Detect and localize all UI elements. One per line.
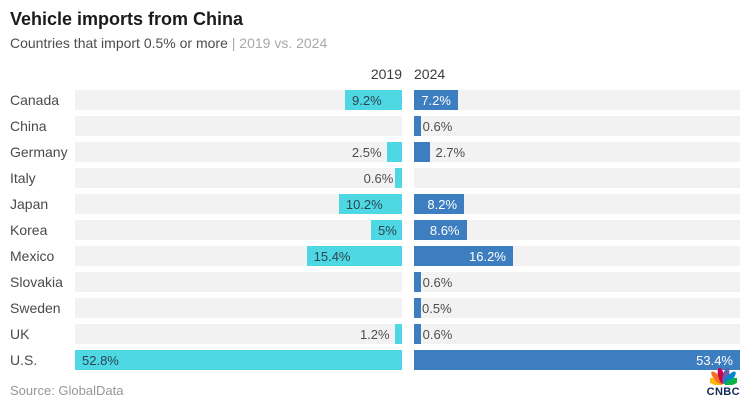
bar-2024[interactable]: 8.2% <box>414 194 465 214</box>
country-label: Mexico <box>10 248 55 264</box>
track-2019: 15.4% <box>75 246 402 266</box>
bar-2024[interactable] <box>414 324 421 344</box>
chart-footer: Source: GlobalData CNBC <box>10 367 740 398</box>
bar-2024[interactable]: 53.4% <box>414 350 740 370</box>
track-2019: 2.5% <box>75 142 402 162</box>
page-title: Vehicle imports from China <box>10 9 244 29</box>
value-label-2019: 15.4% <box>313 248 351 264</box>
track-2024 <box>414 168 740 188</box>
country-label: Japan <box>10 196 49 212</box>
track-2019: 5% <box>75 220 402 240</box>
country-label: Korea <box>10 222 48 238</box>
bar-2019[interactable]: 5% <box>371 220 402 240</box>
track-2019: 10.2% <box>75 194 402 214</box>
track-2024: 0.6% <box>414 324 740 344</box>
value-label-2024: 0.5% <box>422 300 452 316</box>
track-2024: 7.2% <box>414 90 740 110</box>
value-label-2019: 9.2% <box>352 92 382 108</box>
track-2019 <box>75 298 402 318</box>
cnbc-wordmark: CNBC <box>706 386 740 398</box>
bar-2019[interactable] <box>386 142 402 162</box>
bar-2019[interactable] <box>394 324 402 344</box>
track-2019: 0.6% <box>75 168 402 188</box>
value-label-2024: 8.6% <box>429 222 460 238</box>
header-2019: 2019 <box>370 66 402 82</box>
track-2024: 2.7% <box>414 142 740 162</box>
track-2024: 16.2% <box>414 246 740 266</box>
track-2019: 9.2% <box>75 90 402 110</box>
value-label-2019: 5% <box>378 222 397 238</box>
value-label-2024: 0.6% <box>422 326 453 342</box>
page-subtitle: Countries that import 0.5% or more | 201… <box>10 35 740 51</box>
track-2019: 1.2% <box>75 324 402 344</box>
chart-row: China 0.6% <box>10 116 740 136</box>
value-label-2024: 7.2% <box>421 92 451 108</box>
bar-2024[interactable]: 16.2% <box>414 246 513 266</box>
chart-row: UK 1.2% 0.6% <box>10 324 740 344</box>
track-2024: 0.6% <box>414 116 740 136</box>
chart-row: Canada 9.2% 7.2% <box>10 90 740 110</box>
track-2024: 0.5% <box>414 298 740 318</box>
bar-2024[interactable]: 7.2% <box>414 90 458 110</box>
bar-2019[interactable] <box>395 168 402 188</box>
bar-2019[interactable]: 10.2% <box>338 194 402 214</box>
chart-row: Japan 10.2% 8.2% <box>10 194 740 214</box>
bar-2019[interactable]: 52.8% <box>75 350 402 370</box>
value-label-2024: 0.6% <box>422 274 453 290</box>
source-credit: Source: GlobalData <box>10 383 124 398</box>
chart-row: Italy 0.6% <box>10 168 740 188</box>
value-label-2024: 0.6% <box>422 118 453 134</box>
track-2024: 53.4% <box>414 350 740 370</box>
header-2024: 2024 <box>414 66 446 82</box>
track-2024: 0.6% <box>414 272 740 292</box>
bar-2024[interactable] <box>414 298 421 318</box>
value-label-2019: 1.2% <box>359 326 390 342</box>
value-label-2019: 0.6% <box>363 170 394 186</box>
chart-row: Sweden 0.5% <box>10 298 740 318</box>
chart-row: Slovakia 0.6% <box>10 272 740 292</box>
track-2024: 8.6% <box>414 220 740 240</box>
chart-row: Germany 2.5% 2.7% <box>10 142 740 162</box>
country-label: Sweden <box>10 300 61 316</box>
country-label: U.S. <box>10 352 38 368</box>
peacock-icon <box>709 367 737 385</box>
track-2024: 8.2% <box>414 194 740 214</box>
bar-2019[interactable]: 9.2% <box>345 90 402 110</box>
chart-row: Korea 5% 8.6% <box>10 220 740 240</box>
country-label: Italy <box>10 170 36 186</box>
track-2019: 52.8% <box>75 350 402 370</box>
value-label-2024: 8.2% <box>427 196 458 212</box>
bar-2024[interactable] <box>414 142 431 162</box>
country-label: Slovakia <box>10 274 63 290</box>
country-label: Germany <box>10 144 68 160</box>
country-label: Canada <box>10 92 60 108</box>
value-label-2019: 52.8% <box>82 352 119 368</box>
bar-2024[interactable]: 8.6% <box>414 220 467 240</box>
column-headers: 2019 2024 <box>10 66 740 82</box>
subtitle-comparison: | 2019 vs. 2024 <box>231 35 328 51</box>
subtitle-main: Countries that import 0.5% or more <box>10 35 232 51</box>
value-label-2024: 53.4% <box>696 352 733 368</box>
chart-row: Mexico 15.4% 16.2% <box>10 246 740 266</box>
cnbc-logo: CNBC <box>707 367 740 398</box>
chart-rows: Canada 9.2% 7.2% China 0.6% Germany 2.5% 2.7% It… <box>10 90 740 370</box>
value-label-2019: 10.2% <box>345 196 383 212</box>
track-2019 <box>75 272 402 292</box>
bar-2024[interactable] <box>414 272 421 292</box>
value-label-2024: 2.7% <box>435 144 466 160</box>
country-label: China <box>10 118 47 134</box>
chart-row: U.S. 52.8% 53.4% <box>10 350 740 370</box>
bar-2024[interactable] <box>414 116 421 136</box>
bar-2019[interactable]: 15.4% <box>306 246 402 266</box>
track-2019 <box>75 116 402 136</box>
value-label-2024: 16.2% <box>469 248 506 264</box>
country-label: UK <box>10 326 30 342</box>
value-label-2019: 2.5% <box>351 144 382 160</box>
